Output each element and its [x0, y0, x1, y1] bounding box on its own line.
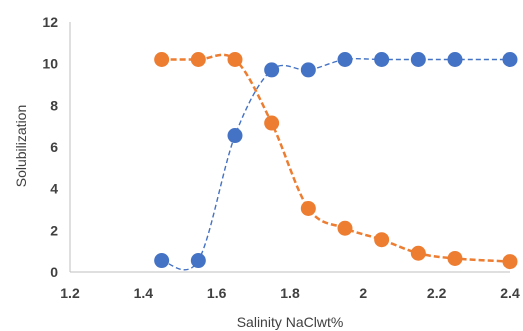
data-point [154, 253, 170, 269]
data-point [300, 62, 316, 78]
x-tick-label: 1.8 [280, 285, 300, 301]
data-point [410, 245, 426, 261]
data-point [374, 232, 390, 248]
x-tick-label: 2 [359, 285, 367, 301]
y-tick-label: 8 [50, 97, 58, 113]
x-tick-label: 1.4 [134, 285, 154, 301]
x-tick-label: 2.4 [500, 285, 520, 301]
data-point [154, 52, 170, 67]
y-tick-label: 0 [50, 264, 58, 280]
x-tick-label: 1.2 [60, 285, 80, 301]
data-point [264, 62, 280, 78]
y-tick-label: 6 [50, 139, 58, 155]
series-1 [154, 52, 518, 271]
series-2 [154, 52, 518, 270]
data-point [502, 52, 518, 67]
tick-labels: 1.2 1.4 1.6 1.8 2 2.2 2.4 0 2 4 6 8 10 12 [42, 14, 520, 301]
series-line [161, 58, 510, 271]
series-line [161, 53, 511, 263]
data-point [264, 115, 280, 131]
y-tick-label: 10 [42, 56, 58, 72]
y-tick-label: 4 [50, 181, 58, 197]
data-point [502, 254, 518, 270]
data-point [190, 253, 206, 269]
data-point [410, 52, 426, 67]
y-axis-title: Solubilization [13, 105, 29, 188]
data-point [447, 52, 463, 67]
x-tick-label: 2.2 [427, 285, 447, 301]
y-tick-label: 12 [42, 14, 58, 30]
series-layer [154, 52, 518, 271]
y-tick-label: 2 [50, 222, 58, 238]
data-point [337, 220, 353, 236]
data-point [190, 52, 206, 67]
data-point [227, 128, 243, 144]
data-point [447, 250, 463, 266]
x-tick-label: 1.6 [207, 285, 227, 301]
data-point [227, 52, 243, 67]
x-axis-title: Salinity NaClwt% [237, 314, 344, 330]
axes [69, 22, 510, 273]
data-point [300, 200, 316, 216]
data-point [337, 52, 353, 67]
data-point [374, 52, 390, 67]
